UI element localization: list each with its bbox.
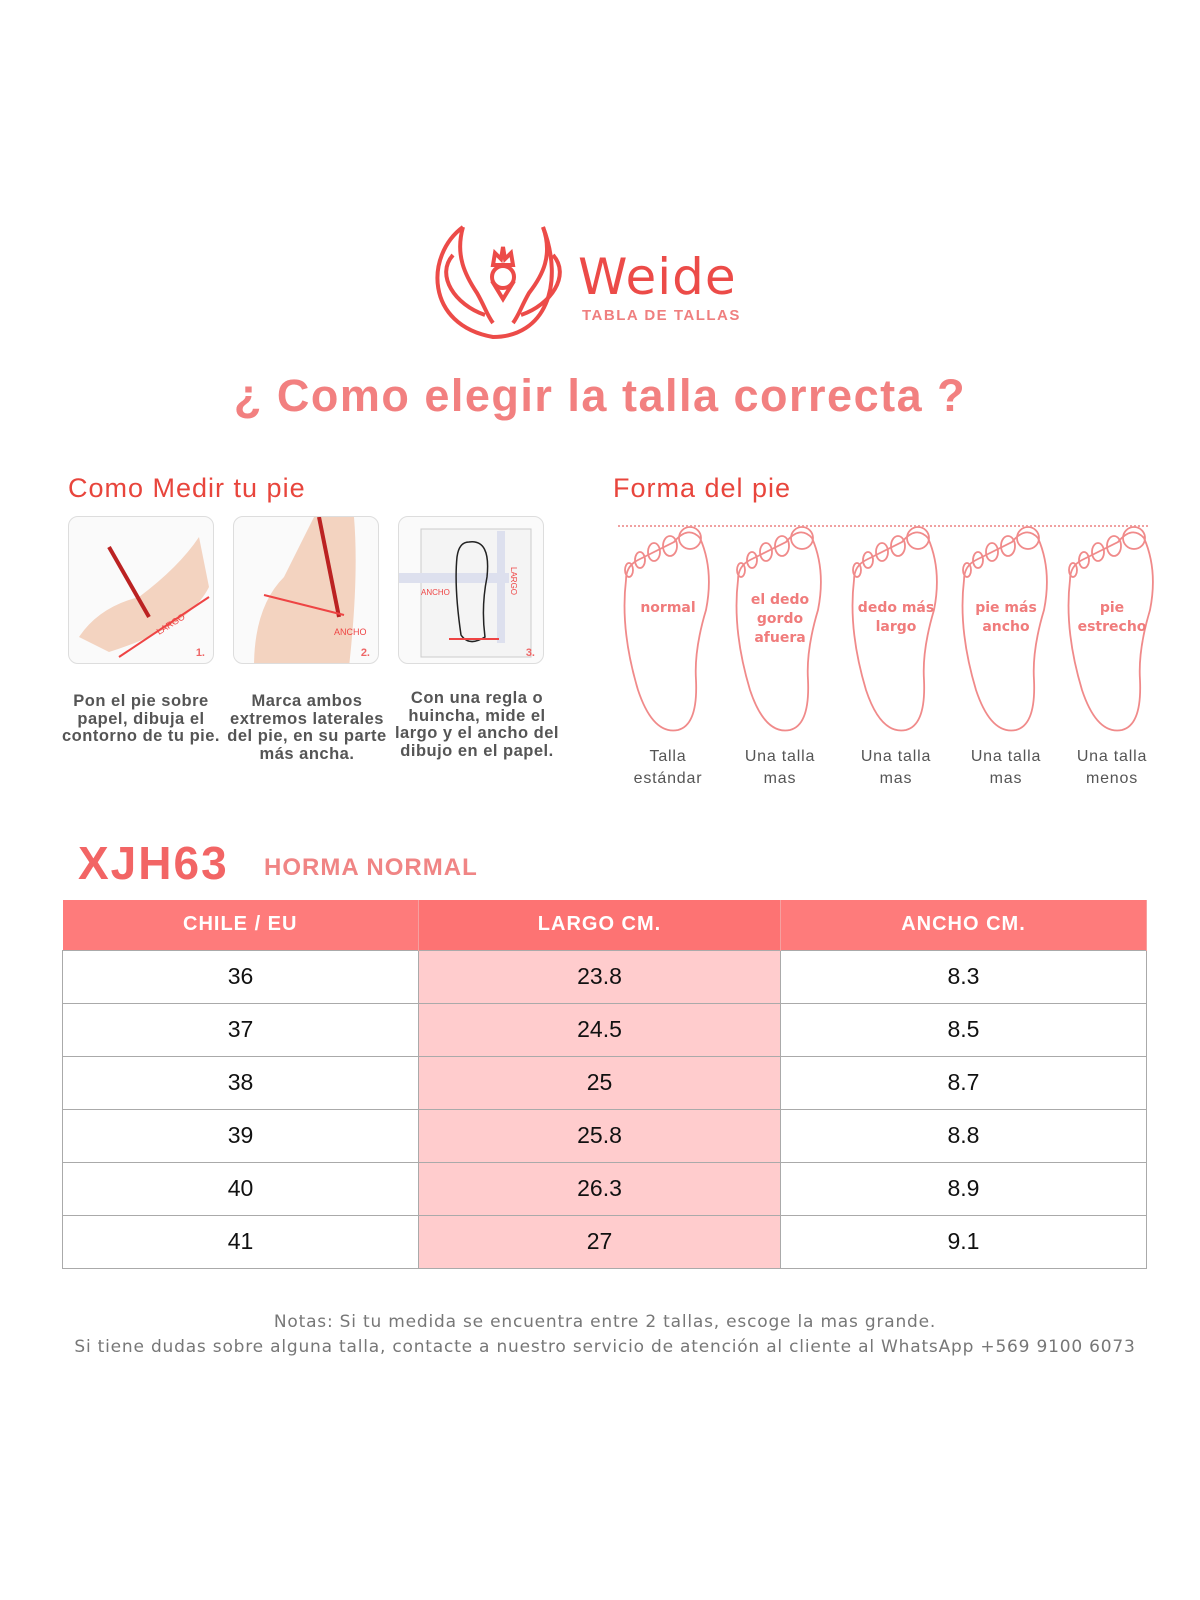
step-2-caption: Marca ambos extremos laterales del pie, … xyxy=(227,692,387,763)
width-cell: 8.9 xyxy=(780,1161,1147,1216)
step-3-image: ANCHO LARGO 3. xyxy=(398,516,544,664)
toe-reference-line xyxy=(618,525,1148,527)
foot-width-illustration: ANCHO xyxy=(254,517,367,663)
step-1-caption: Pon el pie sobre papel, dibuja el contor… xyxy=(62,692,220,745)
size-advice: Una talla mas xyxy=(951,746,1061,790)
foot-measure-illustration: LARGO xyxy=(79,537,210,658)
step-number: 3. xyxy=(525,647,535,659)
size-cell: 41 xyxy=(62,1214,419,1269)
foot-shape-label: dedo más xyxy=(858,600,934,616)
table-row: 37 24.5 8.5 xyxy=(62,1002,1147,1057)
size-advice-line: estándar xyxy=(633,770,703,787)
table-row: 39 25.8 8.8 xyxy=(62,1108,1147,1163)
size-advice-line: Talla xyxy=(649,748,687,765)
column-header: CHILE / EU xyxy=(62,900,419,950)
foot-outline-icon: pie más ancho xyxy=(961,526,1048,732)
table-row: 38 25 8.7 xyxy=(62,1055,1147,1110)
foot-outline-icon: el dedo gordo afuera xyxy=(735,526,822,732)
column-header: ANCHO CM. xyxy=(780,900,1147,950)
table-row: 41 27 9.1 xyxy=(62,1214,1147,1269)
fit-type: HORMA NORMAL xyxy=(264,854,478,881)
length-cell: 24.5 xyxy=(418,1002,781,1057)
foot-shape-label: el dedo xyxy=(751,592,810,608)
step-tag: ANCHO xyxy=(421,588,450,597)
size-table: CHILE / EU LARGO CM. ANCHO CM. 36 23.8 8.3… xyxy=(62,900,1147,1269)
size-advice-line: menos xyxy=(1085,770,1139,787)
size-advice-line: mas xyxy=(879,770,913,787)
foot-shape-label: ancho xyxy=(982,619,1030,635)
size-advice: Talla estándar xyxy=(613,746,723,790)
width-cell: 8.7 xyxy=(780,1055,1147,1110)
brand-name: Weide xyxy=(578,248,737,306)
size-cell: 40 xyxy=(62,1161,419,1216)
foot-shape-label: largo xyxy=(876,619,917,635)
foot-shape-label: normal xyxy=(640,600,695,616)
size-advice: Una talla menos xyxy=(1057,746,1167,790)
measure-heading: Como Medir tu pie xyxy=(68,473,306,503)
step-1-image: LARGO 1. xyxy=(68,516,214,664)
table-row: 40 26.3 8.9 xyxy=(62,1161,1147,1216)
foot-outline-icon: pie estrecho xyxy=(1067,526,1154,732)
table-row: 36 23.8 8.3 xyxy=(62,949,1147,1004)
width-cell: 8.3 xyxy=(780,949,1147,1004)
foot-shape-label: pie más xyxy=(975,600,1037,616)
step-tag-2: LARGO xyxy=(509,567,518,595)
size-advice-line: Una talla xyxy=(1076,748,1148,765)
column-header: LARGO CM. xyxy=(418,900,781,950)
size-advice-line: mas xyxy=(989,770,1023,787)
length-cell: 23.8 xyxy=(418,949,781,1004)
length-cell: 25.8 xyxy=(418,1108,781,1163)
length-cell: 27 xyxy=(418,1214,781,1269)
step-2-image: ANCHO 2. xyxy=(233,516,379,664)
brand-subtitle: TABLA DE TALLAS xyxy=(582,307,741,324)
foot-outline-icon: dedo más largo xyxy=(851,526,938,732)
size-advice: Una talla mas xyxy=(725,746,835,790)
size-advice: Una talla mas xyxy=(841,746,951,790)
foot-shape-label: pie xyxy=(1100,600,1124,616)
size-cell: 36 xyxy=(62,949,419,1004)
foot-shape-heading: Forma del pie xyxy=(613,473,792,503)
size-cell: 37 xyxy=(62,1002,419,1057)
size-cell: 38 xyxy=(62,1055,419,1110)
step-number: 1. xyxy=(195,647,205,659)
note-line-2: Si tiene dudas sobre alguna talla, conta… xyxy=(74,1337,1136,1357)
length-cell: 26.3 xyxy=(418,1161,781,1216)
ruler-illustration: ANCHO LARGO xyxy=(399,528,532,658)
foot-shape-label: estrecho xyxy=(1078,619,1147,635)
note-line-1: Notas: Si tu medida se encuentra entre 2… xyxy=(273,1312,937,1332)
model-code: XJH63 xyxy=(78,837,229,889)
page-title: ¿ Como elegir la talla correcta ? xyxy=(233,370,967,421)
width-cell: 8.5 xyxy=(780,1002,1147,1057)
width-cell: 9.1 xyxy=(780,1214,1147,1269)
size-advice-line: Una talla xyxy=(970,748,1042,765)
size-advice-line: Una talla xyxy=(744,748,816,765)
size-advice-line: mas xyxy=(763,770,797,787)
length-cell: 25 xyxy=(418,1055,781,1110)
foot-outline-icon: normal xyxy=(623,526,710,732)
width-cell: 8.8 xyxy=(780,1108,1147,1163)
step-number: 2. xyxy=(360,647,370,659)
size-cell: 39 xyxy=(62,1108,419,1163)
weide-logo xyxy=(435,225,562,340)
foot-shape-label: afuera xyxy=(754,630,805,646)
foot-shape-label: gordo xyxy=(757,611,804,627)
size-advice-line: Una talla xyxy=(860,748,932,765)
step-tag: ANCHO xyxy=(334,627,367,637)
step-3-caption: Con una regla o huincha, mide el largo y… xyxy=(394,689,560,760)
